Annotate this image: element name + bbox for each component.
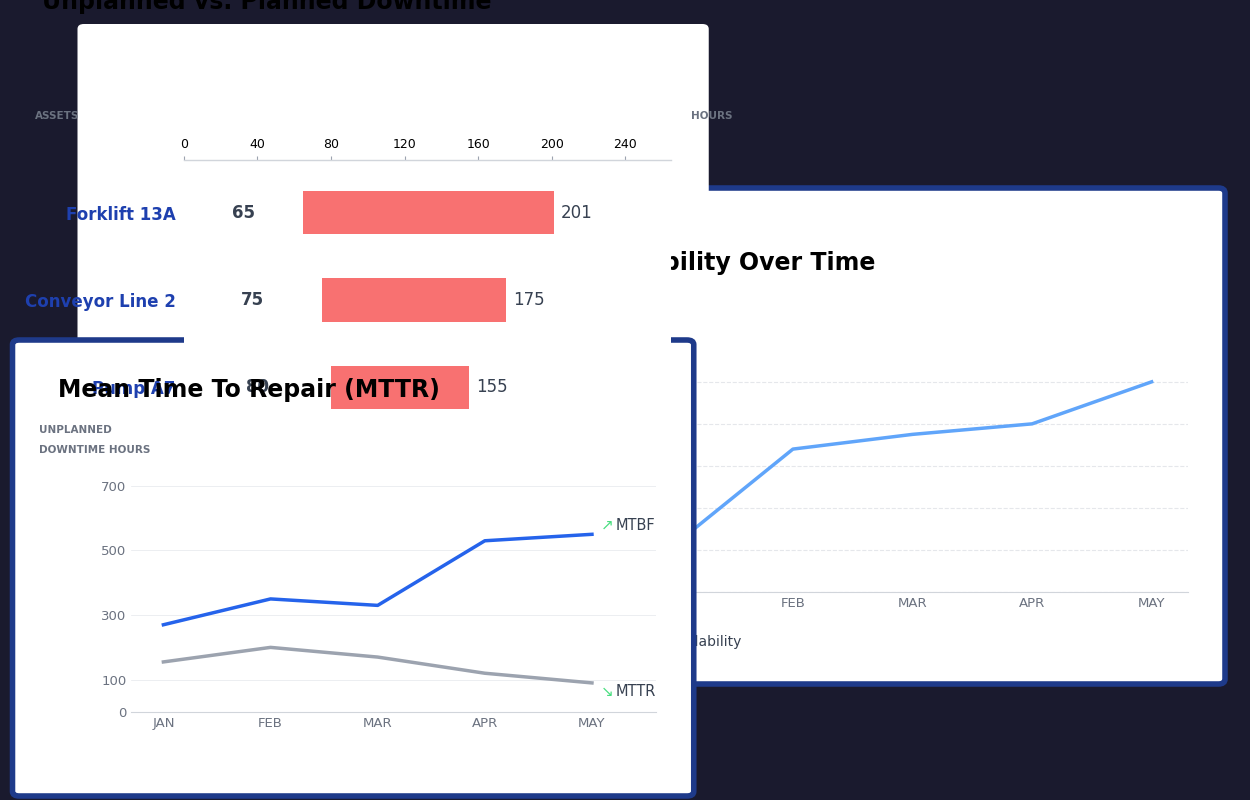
Text: 155: 155 bbox=[476, 378, 508, 397]
Text: ASSETS: ASSETS bbox=[35, 110, 80, 121]
Bar bbox=[184, 366, 469, 410]
Bar bbox=[184, 278, 506, 322]
Bar bbox=[184, 278, 321, 322]
FancyBboxPatch shape bbox=[569, 188, 1225, 684]
Bar bbox=[184, 190, 554, 234]
Text: 201: 201 bbox=[561, 203, 592, 222]
Text: DOWNTIME HOURS: DOWNTIME HOURS bbox=[40, 445, 151, 455]
Text: UNPLANNED: UNPLANNED bbox=[40, 425, 112, 435]
Text: ↘: ↘ bbox=[600, 685, 614, 699]
FancyBboxPatch shape bbox=[78, 24, 709, 516]
Text: Availability Over Time: Availability Over Time bbox=[582, 250, 876, 274]
Text: Unplanned vs. Planned Downtime: Unplanned vs. Planned Downtime bbox=[42, 0, 492, 14]
Bar bbox=[184, 366, 331, 410]
Text: MTBF: MTBF bbox=[615, 518, 655, 533]
Text: PERCENTAGE: PERCENTAGE bbox=[564, 312, 640, 322]
Text: MTTR: MTTR bbox=[615, 685, 656, 699]
Text: HOURS: HOURS bbox=[691, 110, 732, 121]
Text: 65: 65 bbox=[232, 203, 255, 222]
Legend: Asset Availability: Asset Availability bbox=[590, 630, 746, 654]
Text: Mean Time To Repair (MTTR): Mean Time To Repair (MTTR) bbox=[58, 378, 440, 402]
Text: ↗: ↗ bbox=[600, 518, 614, 533]
Text: 80: 80 bbox=[246, 378, 269, 397]
Text: 175: 175 bbox=[512, 291, 545, 309]
Bar bbox=[184, 190, 304, 234]
Text: 75: 75 bbox=[241, 291, 264, 309]
FancyBboxPatch shape bbox=[12, 340, 694, 796]
